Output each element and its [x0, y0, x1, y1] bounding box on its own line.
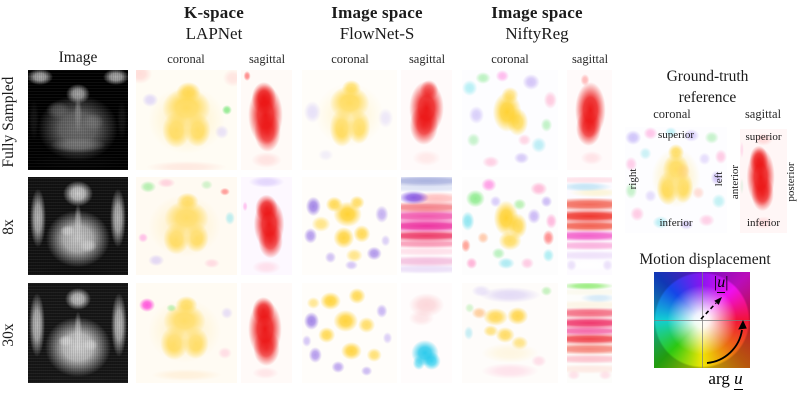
ground-truth-coronal-label: coronal: [653, 107, 691, 121]
view-label-lapnet-coronal: coronal: [167, 52, 205, 66]
group-method-flownet: FlowNet-S: [339, 24, 415, 43]
flow-map-lapnet-coronal-8x: [136, 177, 237, 275]
angle-arrow-curve: [706, 329, 743, 364]
flow-map-ground-truth-coronal: [625, 127, 727, 233]
flow-map-lapnet-coronal-fully-sampled: [136, 70, 237, 170]
view-label-niftyreg-coronal: coronal: [491, 52, 529, 66]
flow-map-flownet-sagittal-30x: [401, 283, 452, 383]
annotation-sagittal-posterior: posterior: [785, 162, 797, 202]
flow-map-flownet-coronal-30x: [302, 283, 397, 383]
mri-image-30x: [28, 283, 128, 383]
magnitude-arrow-line: [700, 302, 717, 320]
legend-title: Motion displacement: [639, 251, 771, 268]
annotation-coronal-right: right: [627, 168, 639, 190]
flow-map-lapnet-sagittal-fully-sampled: [241, 70, 292, 170]
annotation-coronal-inferior: inferior: [659, 217, 693, 229]
ground-truth-title-line2: reference: [678, 89, 737, 106]
angle-arrow-head: [738, 320, 747, 330]
view-label-lapnet-sagittal: sagittal: [248, 52, 286, 66]
flow-map-niftyreg-coronal-fully-sampled: [462, 70, 558, 170]
wheel-arrows: [700, 297, 747, 364]
group-header-image-space-1: Image space: [331, 3, 423, 22]
flow-map-flownet-coronal-fully-sampled: [302, 70, 397, 170]
mri-image-fully-sampled: [28, 70, 128, 170]
angle-label: arg u: [708, 369, 743, 390]
ground-truth-sagittal-label: sagittal: [744, 107, 782, 121]
group-header-kspace: K-space: [184, 3, 244, 22]
flow-map-flownet-sagittal-fully-sampled: [401, 70, 452, 170]
flow-map-ground-truth-sagittal: [740, 129, 787, 233]
flow-map-flownet-sagittal-8x: [401, 177, 452, 275]
row-label-fully-sampled: Fully Sampled: [0, 76, 17, 168]
mri-image-8x: [28, 177, 128, 275]
flow-map-niftyreg-coronal-8x: [462, 177, 558, 275]
magnitude-arrow-head: [714, 297, 722, 305]
flow-map-niftyreg-sagittal-fully-sampled: [567, 70, 612, 170]
image-column-header: Image: [58, 49, 98, 66]
row-label-30x: 30x: [0, 323, 17, 347]
annotation-coronal-superior: superior: [657, 129, 695, 141]
flow-map-flownet-coronal-8x: [302, 177, 397, 275]
flow-map-niftyreg-coronal-30x: [462, 283, 558, 383]
wheel-vertical-axis: [702, 272, 703, 368]
annotation-sagittal-inferior: inferior: [747, 217, 780, 229]
flow-map-niftyreg-sagittal-30x: [567, 283, 612, 383]
magnitude-label: |u|: [714, 274, 729, 293]
annotation-sagittal-superior: superior: [745, 131, 782, 143]
annotation-coronal-left: left: [713, 171, 725, 187]
view-label-flownet-sagittal: sagittal: [408, 52, 446, 66]
flow-map-lapnet-coronal-30x: [136, 283, 237, 383]
view-label-flownet-coronal: coronal: [331, 52, 369, 66]
flow-map-niftyreg-sagittal-8x: [567, 177, 612, 275]
ground-truth-title-line1: Ground-truth: [666, 68, 749, 85]
annotation-sagittal-anterior: anterior: [729, 164, 741, 200]
row-label-8x: 8x: [0, 219, 17, 235]
group-method-niftyreg: NiftyReg: [505, 24, 569, 43]
flow-map-lapnet-sagittal-8x: [241, 177, 292, 275]
flow-color-wheel: |u|: [654, 272, 750, 368]
group-header-image-space-2: Image space: [491, 3, 583, 22]
view-label-niftyreg-sagittal: sagittal: [571, 52, 609, 66]
flow-map-lapnet-sagittal-30x: [241, 283, 292, 383]
group-method-lapnet: LAPNet: [185, 24, 243, 43]
